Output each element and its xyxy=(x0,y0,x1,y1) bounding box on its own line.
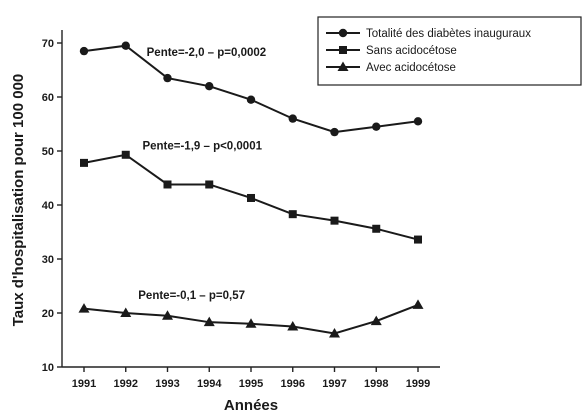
y-tick-label: 60 xyxy=(42,92,54,104)
data-point-circle xyxy=(121,41,130,50)
data-point-triangle xyxy=(329,328,340,338)
data-point-square xyxy=(288,210,297,219)
data-point-triangle xyxy=(203,316,215,327)
data-point-triangle xyxy=(78,303,90,313)
data-point-square xyxy=(80,158,88,167)
y-tick-label: 30 xyxy=(42,254,54,266)
legend-marker-square xyxy=(339,46,347,54)
data-point-square xyxy=(414,235,422,244)
y-axis-title: Taux d'hospitalisation pour 100 000 xyxy=(10,74,27,327)
x-tick-label: 1996 xyxy=(281,378,305,390)
slope-annotation: Pente=-1,9 – p<0,0001 xyxy=(142,140,262,152)
x-tick-label: 1995 xyxy=(239,378,263,390)
data-point-circle xyxy=(372,122,381,131)
x-tick-label: 1999 xyxy=(406,378,430,390)
x-tick-label: 1991 xyxy=(72,378,96,390)
legend-label: Avec acidocétose xyxy=(366,62,456,74)
data-point-square xyxy=(163,180,172,189)
slope-annotation: Pente=-2,0 – p=0,0002 xyxy=(147,47,267,59)
data-point-square xyxy=(121,150,130,159)
y-tick-label: 50 xyxy=(42,146,54,158)
y-tick-label: 20 xyxy=(42,308,54,320)
data-point-circle xyxy=(163,73,172,83)
x-tick-label: 1997 xyxy=(322,378,346,390)
x-tick-label: 1994 xyxy=(197,378,222,390)
data-point-square xyxy=(205,180,214,189)
series-triangle xyxy=(78,299,424,338)
data-point-circle xyxy=(79,46,89,56)
legend: Totalité des diabètes inauguraux Sans aci… xyxy=(317,16,582,86)
data-point-circle xyxy=(288,114,297,123)
y-tick-label: 40 xyxy=(42,200,54,212)
y-tick-label: 10 xyxy=(42,362,54,374)
legend-item: Avec acidocétose xyxy=(326,61,456,74)
data-point-circle xyxy=(413,117,423,126)
data-point-circle xyxy=(246,95,256,104)
x-tick-label: 1998 xyxy=(364,378,388,390)
data-point-square xyxy=(330,216,339,225)
legend-item: Sans acidocétose xyxy=(326,45,457,57)
data-point-triangle xyxy=(287,321,299,331)
data-point-triangle xyxy=(245,318,257,328)
y-ticks: 10 20 30 40 50 60 70 xyxy=(42,38,62,374)
y-tick-label: 70 xyxy=(42,38,54,50)
x-axis-title: Années xyxy=(224,397,278,414)
annotation-layer: Pente=-2,0 – p=0,0002 Pente=-1,9 – p<0,00… xyxy=(138,47,266,302)
legend-label: Sans acidocétose xyxy=(366,45,457,57)
legend-label: Totalité des diabètes inauguraux xyxy=(366,28,531,40)
legend-marker-triangle xyxy=(337,61,349,71)
legend-item: Totalité des diabètes inauguraux xyxy=(326,28,531,40)
series-layer xyxy=(78,41,424,338)
legend-marker-circle xyxy=(338,28,348,38)
data-point-square xyxy=(247,193,255,202)
x-tick-label: 1992 xyxy=(114,378,138,390)
data-point-square xyxy=(372,224,381,233)
data-point-circle xyxy=(330,127,339,137)
data-point-triangle xyxy=(412,299,424,309)
series-circle xyxy=(79,41,423,137)
data-point-triangle xyxy=(120,307,132,317)
x-ticks: 1991 1992 1993 1994 1995 1996 1997 1998 1999 xyxy=(72,367,430,390)
legend-box xyxy=(317,16,582,86)
series-square xyxy=(80,150,422,244)
x-tick-label: 1993 xyxy=(155,378,179,390)
legend-items: Totalité des diabètes inauguraux Sans aci… xyxy=(326,28,531,74)
slope-annotation: Pente=-0,1 – p=0,57 xyxy=(138,290,245,302)
data-point-circle xyxy=(205,82,214,91)
data-point-triangle xyxy=(162,310,173,320)
data-point-triangle xyxy=(370,315,382,326)
